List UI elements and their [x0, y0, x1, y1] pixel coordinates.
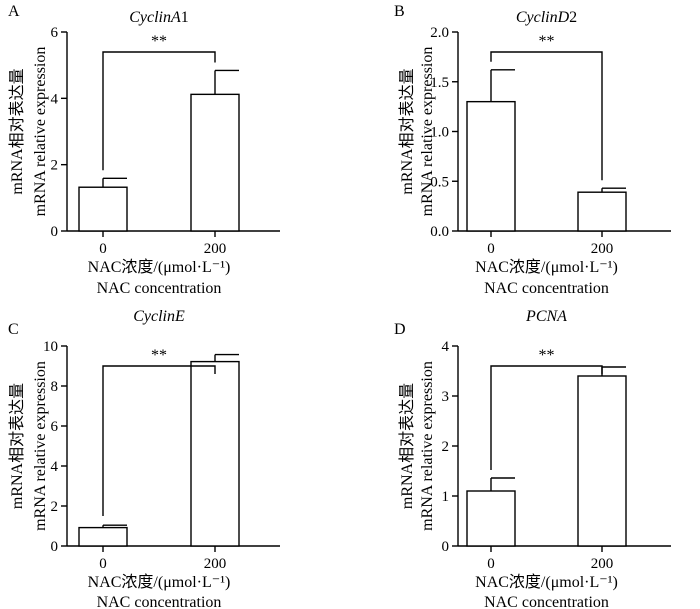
significance-bracket	[490, 365, 603, 470]
y-tick-label: 8	[51, 379, 59, 395]
y-tick-label: 0	[51, 224, 59, 240]
x-axis-title-zh: NAC浓度/(μmol·L⁻¹)	[88, 258, 231, 276]
panel-c: C CyclinE 0 2 4 6 8 10 0 200 ** mRNA相对表达量 mRNA relat…	[8, 308, 280, 609]
y-axis-title-en: mRNA relative expression	[32, 47, 49, 217]
y-tick-label: 0.0	[430, 224, 449, 240]
significance-bracket	[102, 365, 216, 516]
y-axis-title-en: mRNA relative expression	[32, 361, 49, 531]
y-tick-label: 10	[43, 339, 58, 355]
x-axis-title-en: NAC concentration	[97, 280, 222, 297]
panel-label: A	[8, 3, 20, 20]
chart-title: CyclinD2	[516, 9, 577, 26]
panel-b: B CyclinD2 0.0 0.5 1.0 1.5 2.0 0 200 ** mRNA相对表达量 m…	[394, 3, 671, 297]
x-tick-label: 0	[487, 241, 495, 257]
y-tick-label: 6	[51, 25, 59, 41]
panel-label: B	[394, 3, 405, 20]
y-axis-title-zh: mRNA相对表达量	[8, 68, 26, 194]
y-tick-label: 2	[51, 158, 59, 174]
panel-d: D PCNA 0 1 2 3 4 0 200 ** mRNA相对表达量 mRNA relative e…	[394, 308, 671, 609]
y-tick-label: 4	[51, 91, 59, 107]
y-tick-label: 0	[442, 539, 450, 555]
x-tick-label: 200	[591, 556, 614, 572]
y-tick-label: 2	[442, 439, 450, 455]
bar-0	[78, 526, 128, 547]
x-tick-label: 0	[99, 556, 107, 572]
significance-label: **	[151, 33, 167, 50]
significance-label: **	[151, 347, 167, 364]
y-tick-label: 0	[51, 539, 59, 555]
y-axis-title-en: mRNA relative expression	[419, 361, 436, 531]
x-axis-title-zh: NAC浓度/(μmol·L⁻¹)	[475, 258, 618, 276]
bar-0	[78, 186, 128, 232]
significance-label: **	[539, 347, 555, 364]
bar-200	[190, 93, 240, 232]
panel-label: D	[394, 321, 406, 338]
bar-200	[577, 375, 627, 547]
y-tick-label: 1.0	[430, 125, 449, 141]
bar-200	[190, 360, 240, 547]
significance-bracket	[490, 51, 603, 181]
y-tick-label: 4	[51, 459, 59, 475]
significance-label: **	[539, 33, 555, 50]
significance-bracket	[102, 51, 216, 171]
y-axis-title-en: mRNA relative expression	[419, 47, 436, 217]
panel-label: C	[8, 321, 19, 338]
x-axis-title-en: NAC concentration	[97, 594, 222, 609]
y-tick-label: 2	[51, 499, 59, 515]
y-tick-label: 2.0	[430, 25, 449, 41]
y-tick-label: 1.5	[430, 75, 449, 91]
y-tick-label: 3	[442, 389, 450, 405]
x-axis-title-en: NAC concentration	[484, 594, 609, 609]
panel-a: A CyclinA1 0 2 4 6 0 200 ** mRNA相对表达量 mRNA relativ…	[8, 3, 280, 297]
chart-title: CyclinA1	[129, 9, 189, 26]
x-tick-label: 0	[99, 241, 107, 257]
bar-0	[466, 490, 516, 547]
bar-0	[466, 100, 516, 232]
y-axis-title-zh: mRNA相对表达量	[8, 383, 26, 509]
y-tick-label: 6	[51, 419, 59, 435]
y-axis-title-zh: mRNA相对表达量	[398, 68, 416, 194]
x-axis-title-zh: NAC浓度/(μmol·L⁻¹)	[475, 573, 618, 591]
x-tick-label: 200	[204, 556, 227, 572]
bar-200	[577, 191, 627, 232]
x-tick-label: 200	[591, 241, 614, 257]
chart-title: PCNA	[525, 308, 567, 325]
y-axis-title-zh: mRNA相对表达量	[398, 383, 416, 509]
x-axis-title-zh: NAC浓度/(μmol·L⁻¹)	[88, 573, 231, 591]
y-tick-label: 0.5	[430, 174, 449, 190]
x-tick-label: 0	[487, 556, 495, 572]
y-tick-label: 1	[442, 489, 450, 505]
y-tick-label: 4	[442, 339, 450, 355]
chart-title: CyclinE	[133, 308, 185, 325]
x-axis-title-en: NAC concentration	[484, 280, 609, 297]
x-tick-label: 200	[204, 241, 227, 257]
